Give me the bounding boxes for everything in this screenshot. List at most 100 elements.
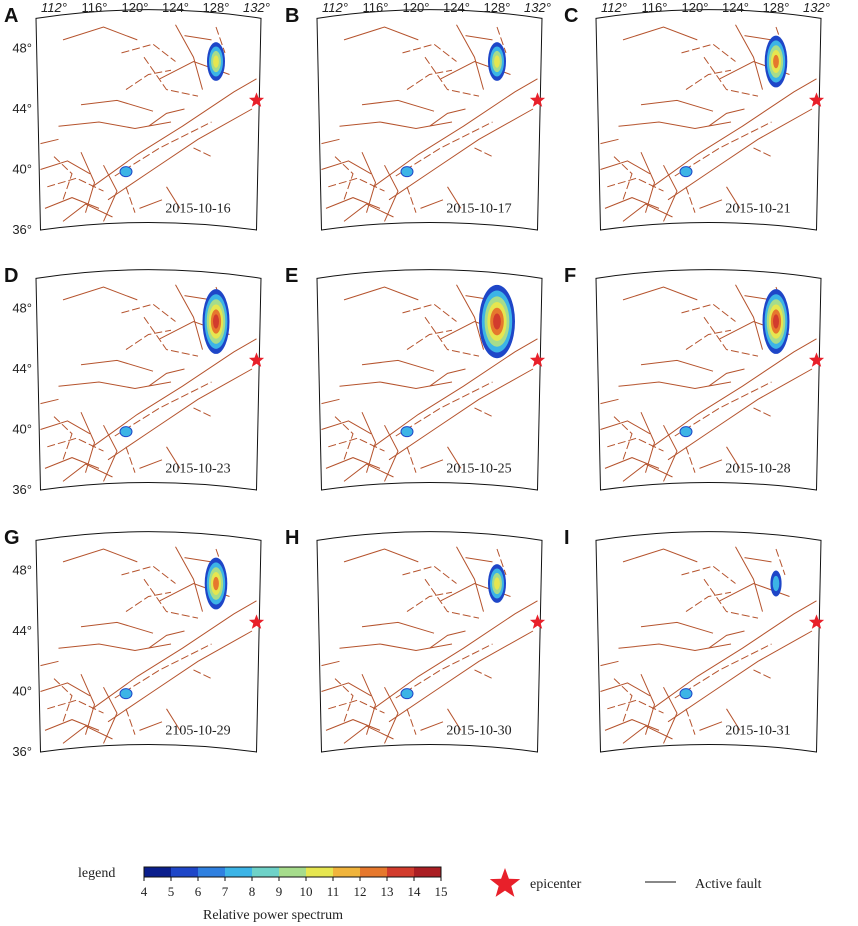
color-bar-tick-label: 13 [381,884,394,899]
active-fault [373,78,538,188]
active-fault [343,203,394,222]
color-bar-segment [171,867,199,877]
active-fault [640,621,714,634]
active-fault [321,160,372,175]
map-panel-h: H 2015-10-30 [285,527,546,753]
longitude-label: 112° [322,0,348,15]
active-fault [699,721,723,731]
active-fault [622,26,698,41]
active-fault [703,56,759,97]
longitude-label: 128° [203,0,230,15]
active-fault [600,160,651,175]
active-fault [80,359,154,372]
active-fault [184,557,212,563]
color-bar-tick-label: 7 [222,884,229,899]
active-fault [429,368,466,387]
active-fault [663,424,678,482]
map-panel-a: A 2015-10-16 112° 116° 120° 124° 128° 132° 48° 44… [4,0,270,237]
active-fault [44,457,100,469]
active-fault [447,446,462,469]
active-fault [384,686,399,744]
longitude-label: 116° [642,0,668,15]
active-fault [618,121,732,130]
map-frame [316,531,543,753]
anomaly-contour [772,575,780,592]
active-fault [62,286,138,301]
active-fault [667,108,813,201]
active-fault [388,108,534,201]
active-fault [148,108,185,127]
active-fault [361,359,435,372]
active-fault [343,26,419,41]
active-fault [107,368,253,461]
active-fault [384,164,399,222]
longitude-label: 132° [243,0,270,15]
active-fault [125,69,172,91]
active-fault [361,151,377,213]
panel-letter: A [4,5,18,27]
active-fault [395,381,493,437]
active-fault [139,459,163,469]
active-fault [402,43,457,62]
map-panels: A 2015-10-16 112° 116° 120° 124° 128° 132° 48° 44… [4,0,830,759]
latitude-label: 48° [12,563,32,578]
panel-letter: E [285,265,298,287]
active-fault [175,546,203,612]
latitude-label: 44° [12,623,32,638]
active-fault [47,177,104,192]
map-frame [595,531,822,753]
longitude-label: 128° [484,0,511,15]
active-fault [139,199,163,209]
active-fault [685,446,696,473]
color-bar-tick-label: 6 [195,884,202,899]
active-fault [496,26,507,54]
active-fault [652,600,817,710]
map-content [36,269,261,490]
active-fault [339,381,453,390]
panel-letter: C [564,5,578,27]
active-fault [80,151,96,213]
anomaly-contour [773,54,779,69]
active-fault [424,316,480,357]
latitude-label: 44° [12,101,32,116]
active-fault [62,463,113,482]
active-fault [708,108,745,127]
map-panel-f: F 2015-10-28 [564,265,825,491]
active-fault [92,338,257,448]
color-bar-segment [252,867,280,877]
active-fault [53,156,73,200]
color-bar-segment [387,867,415,877]
active-fault [703,578,759,619]
active-fault [685,186,696,213]
longitude-label: 124° [722,0,749,15]
anomaly-contour [213,576,219,591]
active-fault [80,99,154,112]
color-bar-segment [225,867,253,877]
active-fault [388,368,534,461]
anomaly-contour [494,577,500,590]
active-fault [622,203,673,222]
anomaly-contour [400,426,414,438]
latitude-label: 36° [12,482,32,497]
active-fault [325,197,381,209]
longitude-label: 124° [443,0,470,15]
map-frame [595,9,822,231]
latitude-label: 36° [12,222,32,237]
active-fault [166,186,181,209]
color-bar-frame [143,866,442,878]
color-bar-tick-label: 4 [141,884,148,899]
active-fault [744,35,772,41]
active-fault [166,446,181,469]
color-bar-tick-label: 5 [168,884,175,899]
active-fault [328,437,385,452]
active-fault [125,186,136,213]
anomaly-contour [213,314,219,329]
panel-letter: D [4,265,18,287]
active-fault [600,420,651,435]
anomaly-contour [494,55,500,68]
active-fault [424,578,480,619]
active-fault [175,24,203,90]
longitude-label: 116° [82,0,108,15]
active-fault [674,643,772,699]
active-fault [640,673,656,735]
